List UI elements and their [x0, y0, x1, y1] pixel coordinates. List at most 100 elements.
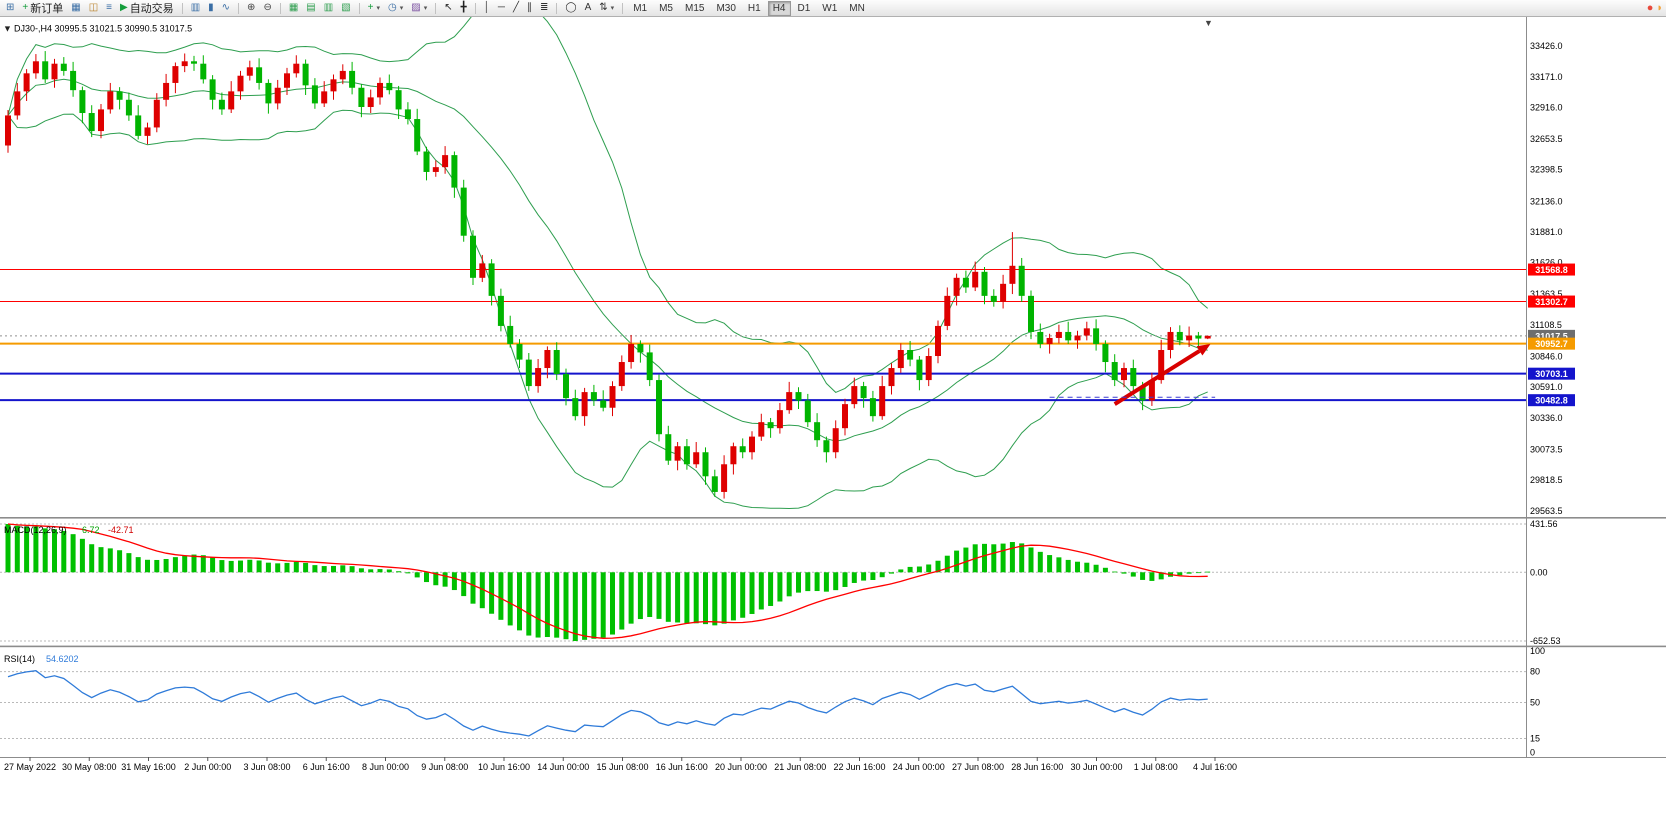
time-axis-label: 16 Jun 16:00 — [656, 762, 708, 772]
terminal-window-icon[interactable]: ⊞ — [2, 0, 18, 17]
templates-menu-button[interactable]: ▨ ▾ — [407, 0, 431, 17]
cursor-tool-icon[interactable]: ↖ — [440, 0, 456, 17]
bollinger-lower-band[interactable] — [7, 109, 1208, 510]
autotrade-button[interactable]: ▶ 自动交易 — [116, 0, 178, 17]
bollinger-middle-band[interactable] — [7, 78, 1208, 442]
candle — [330, 74, 337, 100]
price-level-badge-label: 31568.8 — [1535, 265, 1568, 275]
bollinger-bands[interactable] — [7, 17, 1209, 510]
macd-histogram-bar — [926, 564, 932, 573]
macd-label: MACD(12,26,9) — [4, 525, 67, 535]
timeframe-button-m5[interactable]: M5 — [659, 2, 673, 14]
annotations[interactable] — [1049, 343, 1216, 406]
price-axis-scale[interactable] — [1526, 17, 1666, 757]
bar-chart-type-icon[interactable]: ▥ — [187, 0, 204, 17]
trend-arrow-annotation[interactable] — [1113, 349, 1201, 406]
tile-vertical-icon[interactable]: ▥ — [320, 0, 337, 17]
timeframe-button-m30[interactable]: M30 — [716, 2, 736, 14]
candle — [516, 339, 523, 369]
indicators-menu-button[interactable]: + ▾ — [364, 0, 384, 17]
candle — [377, 77, 383, 105]
chart-background — [0, 17, 1666, 822]
timeframe-button-m1[interactable]: M1 — [633, 2, 648, 14]
templates-menu-button-icon: ▨ — [411, 2, 421, 13]
fibonacci-tool-icon[interactable]: ≣ — [536, 0, 552, 17]
macd-histogram-bar — [861, 572, 867, 581]
periods-menu-button[interactable]: ◷ ▾ — [384, 0, 407, 17]
macd-histogram-bar — [331, 565, 336, 573]
horizontal-line-tool-icon[interactable]: ─ — [494, 0, 509, 17]
line-chart-type-icon[interactable]: ∿ — [218, 0, 234, 17]
tile-horizontal-icon[interactable]: ▤ — [302, 0, 319, 17]
chart-region[interactable]: 431.56 0.00 -652.53 100 80 50 15 0 33426.0 3317… — [0, 17, 1666, 822]
candle — [563, 368, 569, 406]
timeframe-button-w1[interactable]: W1 — [822, 2, 838, 14]
macd-histogram-bar — [693, 572, 699, 624]
market-watch-icon[interactable]: ▦ — [67, 0, 84, 17]
candle — [907, 340, 914, 367]
macd-histogram-bar — [219, 560, 225, 573]
candle — [218, 92, 225, 115]
macd-histogram-bar — [898, 569, 904, 573]
price-level-badge-label: 30952.7 — [1535, 339, 1568, 349]
toolbar: ⊞ + 新订单 ▦ ◫ ≡ ▶ 自动交易 ▥ ▮ ∿ ⊕ ⊖ ▦ ▤ ▥ ▧ + ▾ ◷ ▾ ▨ ▾ ↖ ╋ │ ─ ╱ ∥ ≣ ◯ A ⇅ ▾ M… — [0, 0, 1666, 17]
horizontal-levels[interactable] — [0, 269, 1526, 402]
ellipse-tool-icon[interactable]: ◯ — [561, 0, 580, 17]
candle — [1102, 340, 1109, 373]
macd-histogram-bar — [544, 572, 550, 638]
time-axis-label: 10 Jun 16:00 — [478, 762, 530, 772]
templates-menu-button-caret-icon[interactable]: ▾ — [423, 5, 428, 12]
zoom-in-icon[interactable]: ⊕ — [243, 0, 259, 17]
candle — [1148, 372, 1155, 406]
trendline-tool-icon[interactable]: ╱ — [509, 0, 523, 17]
crosshair-tool-icon[interactable]: ╋ — [457, 0, 471, 17]
macd-histogram-bar — [135, 557, 141, 573]
candlestick-type-icon[interactable]: ▮ — [204, 0, 218, 17]
price-axis-label: 32398.5 — [1530, 165, 1563, 175]
arrows-tool-icon-caret-icon[interactable]: ▾ — [610, 5, 615, 12]
timeframe-button-h4[interactable]: H4 — [767, 0, 791, 16]
periods-menu-button-caret-icon[interactable]: ▾ — [399, 5, 404, 12]
macd-histogram-bar — [275, 563, 281, 573]
macd-histogram-bar — [182, 555, 188, 573]
notifications-icon[interactable]: ● — [1646, 1, 1654, 14]
panel-divider[interactable] — [0, 645, 1666, 648]
candlestick-series — [5, 51, 1211, 499]
bollinger-upper-band[interactable] — [7, 17, 1209, 393]
macd-histogram-bar — [703, 572, 708, 625]
price-axis-label: 31881.0 — [1530, 227, 1563, 237]
navigator-icon[interactable]: ≡ — [102, 0, 116, 17]
time-axis-label: 15 Jun 08:00 — [596, 762, 648, 772]
text-tool-icon[interactable]: A — [581, 0, 596, 17]
indicators-menu-button-caret-icon[interactable]: ▾ — [376, 5, 380, 12]
rsi-line[interactable] — [7, 670, 1208, 737]
macd-histogram-bar — [1177, 572, 1183, 576]
vertical-line-tool-icon-glyph: │ — [483, 2, 490, 13]
time-axis-label: 31 May 16:00 — [121, 762, 176, 772]
panel-divider[interactable] — [0, 517, 1666, 519]
community-icon[interactable]: ◗ — [1656, 1, 1663, 14]
candle — [479, 254, 486, 283]
tile-windows-icon[interactable]: ▦ — [285, 0, 302, 17]
cascade-windows-icon[interactable]: ▧ — [337, 0, 354, 17]
macd-histogram-bar — [1140, 572, 1146, 580]
timeframe-button-d1[interactable]: D1 — [797, 2, 811, 14]
data-window-icon[interactable]: ◫ — [85, 0, 102, 17]
macd-histogram-bar — [1158, 572, 1164, 580]
timeframe-button-h1[interactable]: H1 — [747, 2, 761, 14]
vertical-line-tool-icon[interactable]: │ — [480, 0, 494, 17]
candle — [1065, 321, 1072, 344]
macd-histogram-bar — [70, 534, 76, 573]
timeframe-button-mn[interactable]: MN — [849, 2, 865, 14]
zoom-out-icon[interactable]: ⊖ — [259, 0, 275, 17]
new-order-button[interactable]: + 新订单 — [18, 0, 67, 17]
arrows-tool-icon[interactable]: ⇅ ▾ — [595, 0, 618, 17]
time-axis-scale[interactable] — [0, 758, 1526, 780]
macd-histogram-bar — [517, 572, 522, 631]
macd-signal-line[interactable] — [7, 523, 1208, 639]
channel-tool-icon[interactable]: ∥ — [523, 0, 536, 17]
chart-shift-marker[interactable]: ▼ — [1204, 18, 1213, 28]
one-click-trading-toggle[interactable]: ▼ — [3, 24, 12, 34]
timeframe-button-m15[interactable]: M15 — [685, 2, 705, 14]
navigator-icon-glyph: ≡ — [106, 2, 112, 13]
